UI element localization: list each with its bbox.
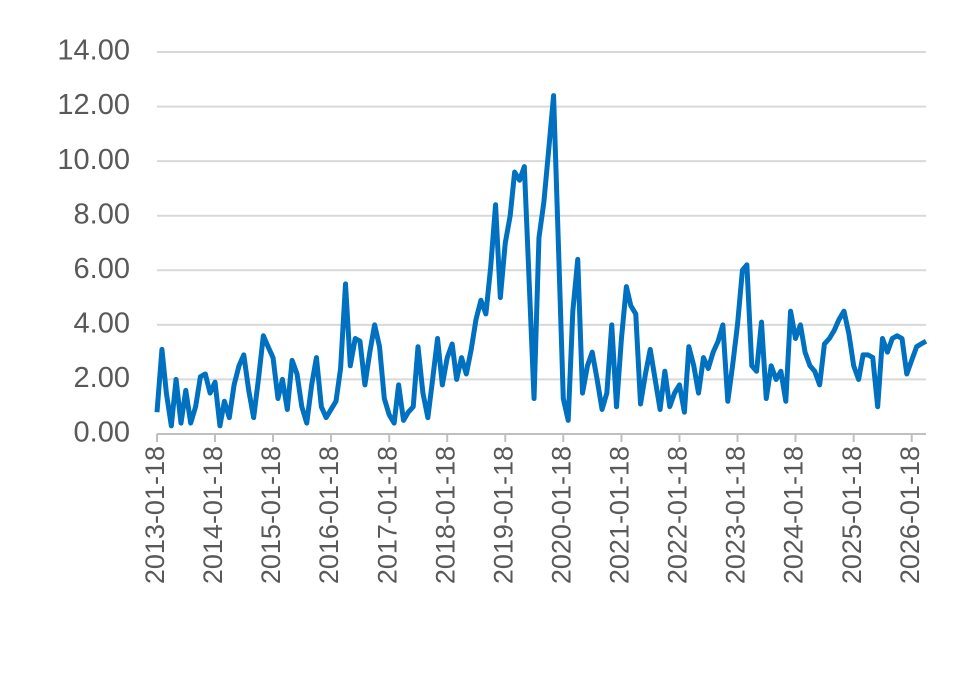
y-tick-label: 0.00 — [74, 417, 130, 449]
x-tick-label: 2018-01-18 — [430, 446, 460, 584]
y-tick-label: 14.00 — [57, 35, 130, 67]
x-tick-label: 2024-01-18 — [779, 446, 809, 584]
y-tick-label: 8.00 — [74, 198, 130, 230]
y-tick-label: 4.00 — [74, 308, 130, 340]
x-tick-label: 2025-01-18 — [837, 446, 867, 584]
x-tick-label: 2026-01-18 — [895, 446, 925, 584]
x-tick-label: 2016-01-18 — [314, 446, 344, 584]
y-tick-label: 10.00 — [57, 144, 130, 176]
x-tick-label: 2013-01-18 — [140, 446, 170, 584]
data-line — [154, 93, 928, 429]
x-tick-label: 2015-01-18 — [256, 446, 286, 584]
y-tick-label: 12.00 — [57, 89, 130, 121]
x-tick-label: 2023-01-18 — [721, 446, 751, 584]
x-tick-label: 2019-01-18 — [488, 446, 518, 584]
y-tick-label: 2.00 — [74, 362, 130, 394]
x-tick-label: 2020-01-18 — [546, 446, 576, 584]
y-tick-label: 6.00 — [74, 253, 130, 285]
x-tick-label: 2014-01-18 — [198, 446, 228, 584]
x-tick-label: 2022-01-18 — [663, 446, 693, 584]
x-tick-label: 2017-01-18 — [372, 446, 402, 584]
x-tick-label: 2021-01-18 — [605, 446, 635, 584]
